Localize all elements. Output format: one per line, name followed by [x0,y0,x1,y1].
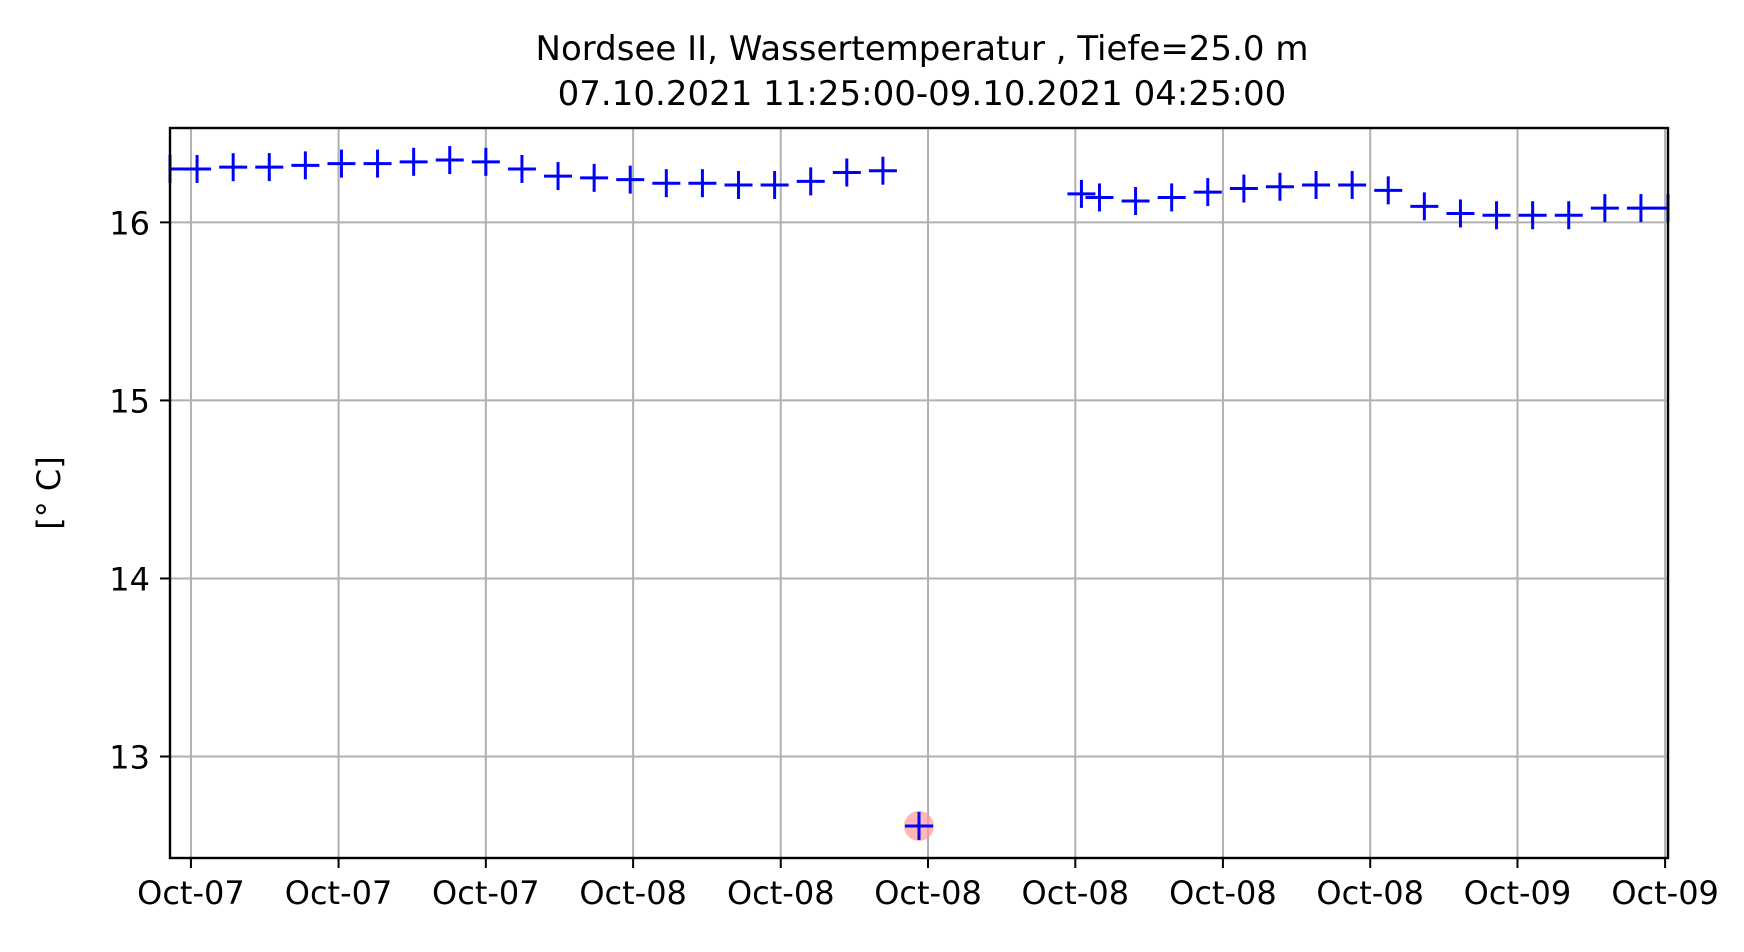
y-tick-label: 14 [109,560,150,598]
data-point-marker [868,156,897,185]
data-point-marker [832,158,861,187]
data-point-marker [1518,201,1547,230]
data-point-marker [652,169,681,198]
data-point-marker [255,153,284,182]
data-point-marker [1157,183,1186,212]
y-tick-label: 15 [109,382,150,420]
x-tick-label: Oct-09 [1611,874,1719,912]
x-tick-label: Oct-08 [874,874,982,912]
x-tick-label: Oct-08 [727,874,835,912]
data-point-marker [1193,178,1222,207]
data-points [168,146,1670,841]
x-tick-label: Oct-09 [1464,874,1572,912]
data-point-marker [796,167,825,196]
data-point-marker [760,170,789,199]
data-point-marker [1067,179,1096,208]
axis-ticks: Oct-07 Oct-07 Oct-07 Oct-08 Oct-08 Oct-08 Oct-… [109,204,1719,912]
data-point-marker [688,169,717,198]
data-point-marker [291,151,320,180]
data-point-marker [1302,170,1331,199]
x-tick-label: Oct-08 [1022,874,1130,912]
data-point-marker [183,154,212,183]
data-point-marker [1554,201,1583,230]
data-point-marker [399,147,428,176]
data-point-marker [580,163,609,192]
data-point-marker [1229,174,1258,203]
data-point-marker [471,147,500,176]
x-tick-label: Oct-07 [137,874,245,912]
data-point-marker [327,149,356,178]
x-tick-label: Oct-08 [1169,874,1277,912]
data-point-marker [616,165,645,194]
data-point-marker [219,153,248,182]
data-point-marker [363,149,392,178]
x-tick-label: Oct-07 [285,874,393,912]
data-point-marker [1482,201,1511,230]
data-point-marker [1446,199,1475,228]
data-point-marker [1410,192,1439,221]
data-point-marker [1374,176,1403,205]
x-tick-label: Oct-08 [579,874,687,912]
data-point-marker [1265,172,1294,201]
grid-lines [170,128,1668,858]
y-axis-label: [° C] [30,456,68,529]
data-point-marker [1626,194,1655,223]
data-point-marker [435,146,464,175]
data-point-marker [544,162,573,191]
chart-title: Nordsee II, Wassertemperatur , Tiefe=25.… [536,29,1309,69]
data-point-marker [1590,194,1619,223]
data-point-marker [507,154,536,183]
y-tick-label: 16 [109,204,150,242]
chart-subtitle: 07.10.2021 11:25:00-09.10.2021 04:25:00 [558,74,1287,114]
data-point-marker [1121,187,1150,215]
data-point-marker [1085,183,1114,212]
data-point-marker [724,170,753,199]
y-tick-label: 13 [109,739,150,777]
x-tick-label: Oct-08 [1316,874,1424,912]
data-point-marker [1338,170,1367,199]
x-tick-label: Oct-07 [432,874,540,912]
plot-frame [168,126,1670,860]
data-point-marker [905,811,933,840]
